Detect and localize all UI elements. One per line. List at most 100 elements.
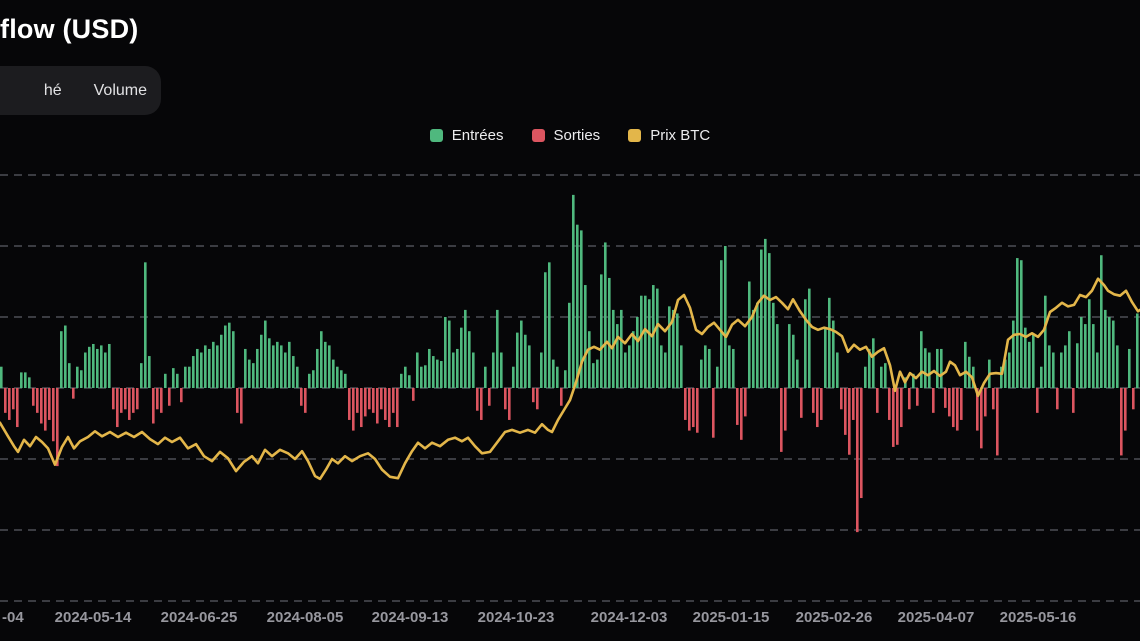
inflow-bar[interactable] bbox=[92, 343, 95, 388]
outflow-bar[interactable] bbox=[916, 388, 919, 406]
outflow-bar[interactable] bbox=[48, 388, 51, 420]
inflow-bar[interactable] bbox=[1012, 320, 1015, 388]
outflow-bar[interactable] bbox=[536, 388, 539, 410]
inflow-bar[interactable] bbox=[308, 373, 311, 388]
inflow-bar[interactable] bbox=[832, 320, 835, 388]
inflow-bar[interactable] bbox=[704, 345, 707, 388]
outflow-bar[interactable] bbox=[132, 388, 135, 413]
inflow-bar[interactable] bbox=[200, 352, 203, 389]
inflow-bar[interactable] bbox=[652, 285, 655, 388]
outflow-bar[interactable] bbox=[860, 388, 863, 499]
inflow-bar[interactable] bbox=[468, 331, 471, 388]
inflow-bar[interactable] bbox=[772, 302, 775, 388]
outflow-bar[interactable] bbox=[976, 388, 979, 431]
inflow-bar[interactable] bbox=[1096, 352, 1099, 389]
outflow-bar[interactable] bbox=[948, 388, 951, 417]
outflow-bar[interactable] bbox=[688, 388, 691, 431]
outflow-bar[interactable] bbox=[960, 388, 963, 420]
inflow-bar[interactable] bbox=[760, 249, 763, 388]
inflow-bar[interactable] bbox=[640, 295, 643, 388]
inflow-bar[interactable] bbox=[776, 324, 779, 388]
inflow-bar[interactable] bbox=[748, 281, 751, 389]
inflow-bar[interactable] bbox=[428, 348, 431, 388]
outflow-bar[interactable] bbox=[12, 388, 15, 410]
inflow-bar[interactable] bbox=[552, 359, 555, 388]
inflow-bar[interactable] bbox=[312, 370, 315, 388]
inflow-bar[interactable] bbox=[1004, 359, 1007, 388]
inflow-bar[interactable] bbox=[248, 359, 251, 388]
inflow-bar[interactable] bbox=[660, 345, 663, 388]
outflow-bar[interactable] bbox=[532, 388, 535, 403]
outflow-bar[interactable] bbox=[952, 388, 955, 428]
inflow-bar[interactable] bbox=[964, 341, 967, 388]
inflow-bar[interactable] bbox=[720, 260, 723, 388]
inflow-bar[interactable] bbox=[416, 352, 419, 389]
outflow-bar[interactable] bbox=[876, 388, 879, 413]
outflow-bar[interactable] bbox=[996, 388, 999, 456]
outflow-bar[interactable] bbox=[168, 388, 171, 406]
inflow-bar[interactable] bbox=[256, 348, 259, 388]
inflow-bar[interactable] bbox=[920, 331, 923, 388]
inflow-bar[interactable] bbox=[864, 366, 867, 388]
inflow-bar[interactable] bbox=[96, 348, 99, 388]
outflow-bar[interactable] bbox=[1056, 388, 1059, 410]
tab-marche[interactable]: hé bbox=[30, 66, 80, 115]
inflow-bar[interactable] bbox=[164, 373, 167, 388]
inflow-bar[interactable] bbox=[624, 352, 627, 389]
inflow-bar[interactable] bbox=[752, 309, 755, 388]
outflow-bar[interactable] bbox=[944, 388, 947, 408]
inflow-bar[interactable] bbox=[272, 345, 275, 388]
outflow-bar[interactable] bbox=[848, 388, 851, 455]
inflow-bar[interactable] bbox=[824, 327, 827, 388]
inflow-bar[interactable] bbox=[1020, 260, 1023, 388]
outflow-bar[interactable] bbox=[980, 388, 983, 449]
inflow-bar[interactable] bbox=[188, 366, 191, 388]
inflow-bar[interactable] bbox=[144, 262, 147, 388]
inflow-bar[interactable] bbox=[632, 331, 635, 388]
inflow-bar[interactable] bbox=[764, 238, 767, 388]
outflow-bar[interactable] bbox=[52, 388, 55, 442]
inflow-bar[interactable] bbox=[84, 352, 87, 389]
inflow-bar[interactable] bbox=[572, 194, 575, 388]
inflow-bar[interactable] bbox=[484, 366, 487, 388]
etf-flow-chart[interactable] bbox=[0, 160, 1140, 609]
outflow-bar[interactable] bbox=[840, 388, 843, 410]
outflow-bar[interactable] bbox=[684, 388, 687, 420]
inflow-bar[interactable] bbox=[440, 361, 443, 388]
inflow-bar[interactable] bbox=[628, 345, 631, 388]
inflow-bar[interactable] bbox=[140, 363, 143, 388]
outflow-bar[interactable] bbox=[180, 388, 183, 403]
outflow-bar[interactable] bbox=[820, 388, 823, 420]
outflow-bar[interactable] bbox=[16, 388, 19, 428]
inflow-bar[interactable] bbox=[512, 366, 515, 388]
inflow-bar[interactable] bbox=[1092, 324, 1095, 388]
outflow-bar[interactable] bbox=[488, 388, 491, 406]
inflow-bar[interactable] bbox=[540, 352, 543, 389]
outflow-bar[interactable] bbox=[352, 388, 355, 431]
outflow-bar[interactable] bbox=[1124, 388, 1127, 431]
inflow-bar[interactable] bbox=[344, 373, 347, 388]
inflow-bar[interactable] bbox=[456, 348, 459, 388]
outflow-bar[interactable] bbox=[128, 388, 131, 420]
outflow-bar[interactable] bbox=[696, 388, 699, 433]
inflow-bar[interactable] bbox=[884, 363, 887, 388]
inflow-bar[interactable] bbox=[76, 366, 79, 388]
inflow-bar[interactable] bbox=[64, 325, 67, 388]
inflow-bar[interactable] bbox=[1052, 352, 1055, 389]
inflow-bar[interactable] bbox=[1116, 345, 1119, 388]
outflow-bar[interactable] bbox=[896, 388, 899, 445]
inflow-bar[interactable] bbox=[444, 317, 447, 388]
inflow-bar[interactable] bbox=[708, 348, 711, 388]
inflow-bar[interactable] bbox=[520, 320, 523, 388]
inflow-bar[interactable] bbox=[548, 262, 551, 388]
inflow-bar[interactable] bbox=[1048, 345, 1051, 388]
inflow-bar[interactable] bbox=[544, 272, 547, 388]
inflow-bar[interactable] bbox=[1008, 352, 1011, 389]
tab-volume[interactable]: Volume bbox=[80, 66, 161, 115]
outflow-bar[interactable] bbox=[508, 388, 511, 420]
inflow-bar[interactable] bbox=[452, 352, 455, 389]
outflow-bar[interactable] bbox=[112, 388, 115, 410]
inflow-bar[interactable] bbox=[224, 325, 227, 388]
inflow-bar[interactable] bbox=[592, 363, 595, 388]
outflow-bar[interactable] bbox=[784, 388, 787, 431]
